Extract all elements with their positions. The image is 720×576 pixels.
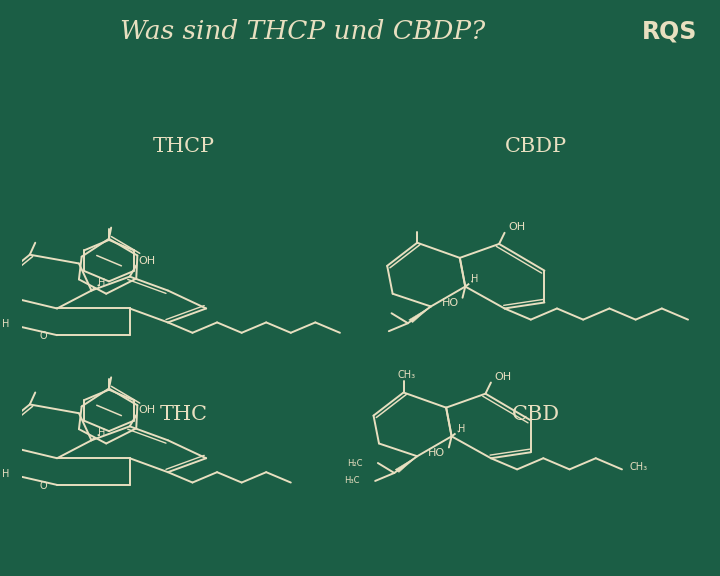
Polygon shape: [395, 456, 417, 472]
Text: HO: HO: [428, 448, 445, 458]
Text: CH₃: CH₃: [397, 370, 415, 380]
Text: CBDP: CBDP: [505, 138, 567, 156]
Polygon shape: [2, 467, 19, 476]
Text: CH₃: CH₃: [629, 463, 647, 472]
Polygon shape: [2, 317, 19, 327]
Text: CBD: CBD: [513, 406, 560, 424]
Text: OH: OH: [139, 256, 156, 266]
Text: H: H: [98, 428, 105, 438]
Text: H: H: [472, 274, 479, 285]
Text: Was sind THCP und CBDP?: Was sind THCP und CBDP?: [120, 19, 485, 44]
Text: H₂C: H₂C: [347, 458, 363, 468]
Text: THC: THC: [160, 406, 207, 424]
Text: HO: HO: [441, 298, 459, 308]
Text: H: H: [98, 278, 105, 289]
Text: H: H: [1, 320, 9, 329]
Text: OH: OH: [495, 372, 511, 382]
Polygon shape: [409, 306, 431, 323]
Text: THCP: THCP: [153, 138, 215, 156]
Text: O: O: [40, 331, 48, 341]
Text: H: H: [1, 469, 9, 479]
Text: RQS: RQS: [642, 20, 697, 44]
Text: H₃C: H₃C: [344, 476, 360, 486]
Text: O: O: [40, 481, 48, 491]
Text: OH: OH: [508, 222, 525, 232]
Text: OH: OH: [139, 406, 156, 415]
Text: H: H: [458, 424, 465, 434]
